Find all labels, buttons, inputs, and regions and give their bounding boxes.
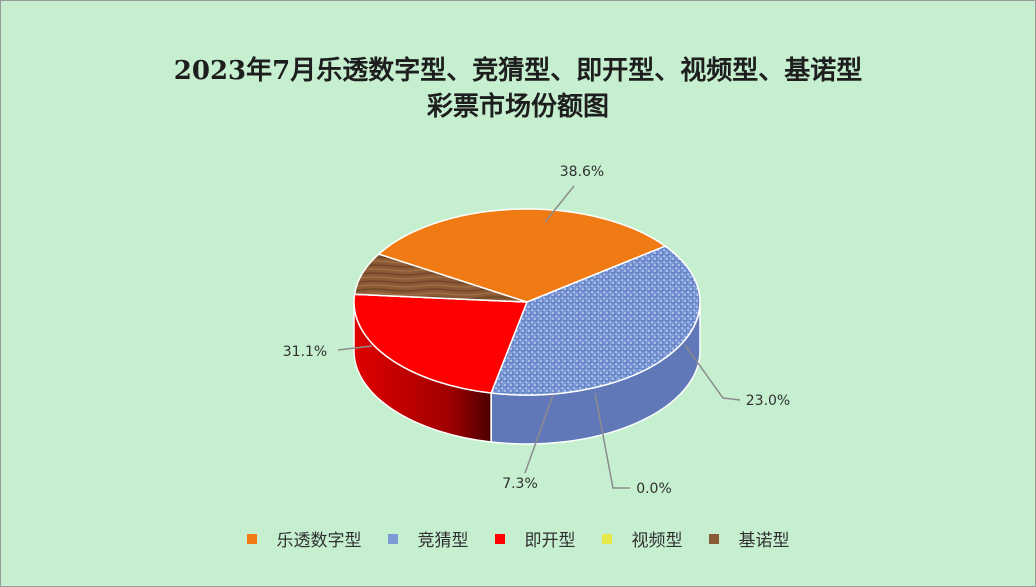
legend-swatch — [494, 533, 505, 544]
leader-line — [337, 345, 373, 351]
legend-item: 竞猜型 — [387, 526, 469, 551]
label-quiz: 38.6% — [560, 164, 604, 180]
label-keno: 7.3% — [502, 476, 538, 492]
label-video: 0.0% — [636, 481, 672, 497]
legend-item: 视频型 — [601, 526, 683, 551]
label-instant: 23.0% — [746, 393, 790, 409]
pie-slice-lotto — [377, 208, 667, 303]
legend-label: 基诺型 — [738, 531, 790, 551]
legend-swatch — [708, 533, 719, 544]
legend-label: 竞猜型 — [417, 531, 469, 551]
label-lotto: 31.1% — [283, 344, 327, 360]
legend: 乐透数字型 竞猜型 即开型 视频型 基诺型 — [0, 526, 1036, 551]
leader-line — [684, 344, 741, 401]
legend-label: 乐透数字型 — [276, 531, 362, 551]
legend-swatch — [246, 533, 257, 544]
legend-item: 乐透数字型 — [246, 526, 362, 551]
leader-line — [524, 394, 554, 474]
legend-item: 基诺型 — [708, 526, 790, 551]
chart-title: 2023年7月乐透数字型、竞猜型、即开型、视频型、基诺型 彩票市场份额图 — [0, 53, 1036, 125]
legend-swatch — [601, 533, 612, 544]
legend-label: 即开型 — [524, 531, 576, 551]
legend-swatch — [387, 533, 398, 544]
leader-line — [594, 392, 630, 489]
chart-title-line2: 彩票市场份额图 — [426, 92, 609, 122]
legend-label: 视频型 — [631, 531, 683, 551]
leader-line — [544, 185, 575, 223]
legend-item: 即开型 — [494, 526, 576, 551]
chart-title-line1: 2023年7月乐透数字型、竞猜型、即开型、视频型、基诺型 — [173, 56, 863, 86]
pie-slice-quiz — [490, 245, 701, 396]
pie-slice-instant — [353, 293, 529, 394]
